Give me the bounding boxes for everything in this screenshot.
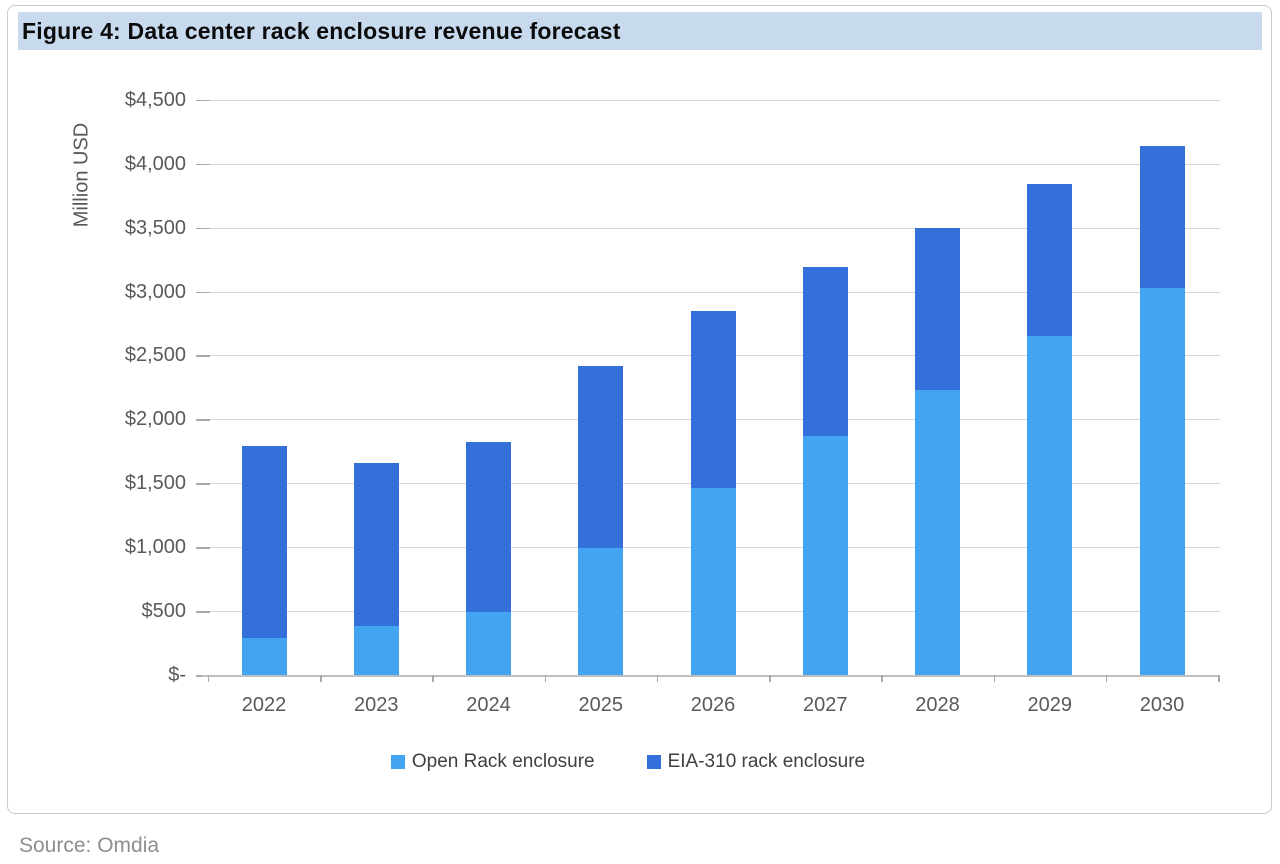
y-axis-tick xyxy=(196,483,210,485)
legend-item: EIA-310 rack enclosure xyxy=(646,751,866,773)
chart-legend: Open Rack enclosure EIA-310 rack enclosur… xyxy=(0,748,1256,776)
bar-segment-open-rack xyxy=(578,548,624,675)
legend-item: Open Rack enclosure xyxy=(390,751,595,773)
x-axis-tick xyxy=(769,675,771,682)
y-tick-label: $1,000 xyxy=(124,536,186,559)
legend-label: EIA-310 rack enclosure xyxy=(667,751,866,772)
gridline xyxy=(202,291,1220,293)
x-axis-label: 2027 xyxy=(803,694,848,716)
y-tick-label: $3,500 xyxy=(124,216,186,239)
y-axis-tick xyxy=(196,99,210,102)
legend-swatch xyxy=(390,755,405,769)
bar-segment-eia-310 xyxy=(1027,184,1073,337)
figure-title: Figure 4: Data center rack enclosure rev… xyxy=(22,17,621,44)
x-axis-label: 2030 xyxy=(1139,694,1185,716)
x-axis-line xyxy=(202,675,1220,677)
bar-segment-eia-310 xyxy=(802,267,848,436)
bar-segment-open-rack xyxy=(802,435,848,675)
y-axis-tick xyxy=(196,419,210,421)
x-axis-label: 2026 xyxy=(690,694,736,716)
bar-segment-eia-310 xyxy=(1139,145,1185,288)
gridline xyxy=(202,99,1220,101)
y-axis-tick xyxy=(196,291,210,294)
x-axis-tick xyxy=(1105,675,1108,682)
y-tick-label: $2,000 xyxy=(124,408,186,431)
x-axis-tick xyxy=(432,675,434,682)
x-axis-tick xyxy=(656,675,659,682)
bar-segment-eia-310 xyxy=(690,310,736,489)
y-axis-tick xyxy=(196,355,210,357)
gridline xyxy=(202,163,1220,165)
y-axis-tick xyxy=(196,163,210,166)
y-tick-label: $4,000 xyxy=(124,152,186,175)
bar-segment-open-rack xyxy=(466,612,511,675)
bar-segment-open-rack xyxy=(690,488,736,675)
y-axis-tick xyxy=(196,611,210,613)
y-axis-title-text: Million USD xyxy=(70,122,93,228)
source-caption: Source: Omdia xyxy=(19,834,160,857)
y-axis-tick xyxy=(196,547,210,549)
legend-label: Open Rack enclosure xyxy=(411,751,595,772)
bar-segment-open-rack xyxy=(241,637,287,675)
y-tick-label: $1,500 xyxy=(124,472,186,495)
x-axis-label: 2028 xyxy=(915,694,960,716)
bar-segment-eia-310 xyxy=(578,365,624,549)
x-axis-tick xyxy=(1218,675,1220,682)
y-tick-label: $3,000 xyxy=(124,280,186,303)
bar-segment-eia-310 xyxy=(241,446,287,638)
gridline xyxy=(202,227,1220,229)
chart-frame xyxy=(7,5,1272,814)
y-tick-label: $500 xyxy=(141,600,187,623)
x-axis-tick xyxy=(320,675,322,682)
bar-segment-eia-310 xyxy=(915,227,960,390)
bar-segment-eia-310 xyxy=(466,442,511,613)
legend-swatch xyxy=(646,755,661,769)
x-axis-label: 2022 xyxy=(241,694,287,716)
x-axis-tick xyxy=(207,675,210,682)
bar-segment-open-rack xyxy=(1139,287,1185,675)
y-tick-label: $4,500 xyxy=(124,88,186,111)
bar-segment-open-rack xyxy=(915,389,960,675)
bar-segment-eia-310 xyxy=(353,462,399,627)
x-axis-tick xyxy=(993,675,996,682)
x-axis-tick xyxy=(881,675,883,682)
x-axis-label: 2023 xyxy=(354,694,399,716)
x-axis-label: 2024 xyxy=(466,694,511,716)
bar-segment-open-rack xyxy=(353,626,399,675)
x-axis-label: 2029 xyxy=(1027,694,1073,716)
bar-segment-open-rack xyxy=(1027,336,1073,675)
y-axis-tick xyxy=(196,227,210,230)
y-tick-label: $- xyxy=(168,664,186,686)
x-axis-label: 2025 xyxy=(578,694,624,716)
figure-title-band: Figure 4: Data center rack enclosure rev… xyxy=(18,12,1262,50)
x-axis-tick xyxy=(544,675,547,682)
y-tick-label: $2,500 xyxy=(124,344,186,367)
